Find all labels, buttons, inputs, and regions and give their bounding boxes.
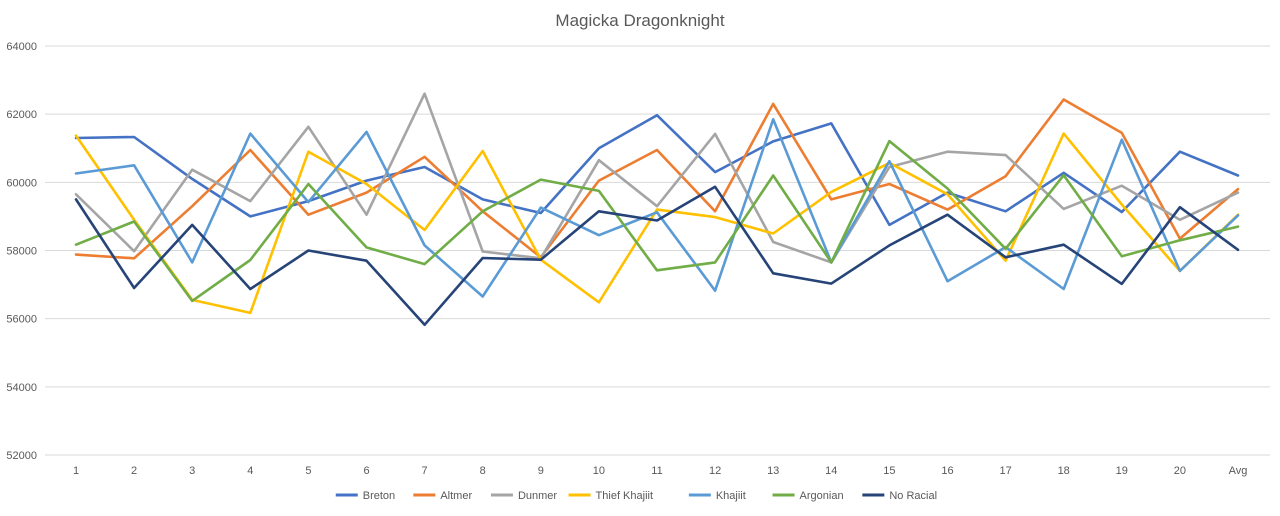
x-tick-label: 9 xyxy=(538,465,544,477)
x-tick-label: 3 xyxy=(189,465,195,477)
y-axis-ticks: 52000 54000 56000 58000 60000 62000 64000 xyxy=(6,41,37,462)
series-line-no-racial xyxy=(74,185,1240,327)
legend-label: Dunmer xyxy=(518,490,557,502)
x-tick-label: 10 xyxy=(593,465,605,477)
legend-label: No Racial xyxy=(889,490,937,502)
y-tick-label: 56000 xyxy=(6,314,37,326)
series-lines xyxy=(74,92,1240,327)
series-line-altmer xyxy=(74,98,1240,260)
series-line-argonian xyxy=(74,139,1240,303)
x-tick-label: 8 xyxy=(480,465,486,477)
legend-item-altmer: Altmer xyxy=(413,490,472,502)
x-tick-label: 17 xyxy=(999,465,1011,477)
x-tick-label: 14 xyxy=(825,465,837,477)
legend: Breton Altmer Dunmer Thief Khajiit Khajiit Ar… xyxy=(335,490,937,502)
chart-title: Magicka Dragonknight xyxy=(555,11,724,30)
x-tick-label: 2 xyxy=(131,465,137,477)
x-tick-label: 18 xyxy=(1058,465,1070,477)
legend-item-argonian: Argonian xyxy=(772,490,844,502)
series-line-khajiit xyxy=(74,118,1240,298)
y-tick-label: 54000 xyxy=(6,382,37,394)
series-line-thief-khajiit xyxy=(74,132,1240,315)
x-tick-label: 5 xyxy=(305,465,311,477)
x-tick-label: 13 xyxy=(767,465,779,477)
y-tick-label: 60000 xyxy=(6,177,37,189)
x-tick-label: 16 xyxy=(941,465,953,477)
x-tick-label: 19 xyxy=(1116,465,1128,477)
legend-item-khajiit: Khajiit xyxy=(688,490,746,502)
series-line-breton xyxy=(74,113,1240,227)
x-tick-label: Avg xyxy=(1229,465,1248,477)
y-tick-label: 62000 xyxy=(6,109,37,121)
x-tick-label: 6 xyxy=(363,465,369,477)
x-tick-label: 11 xyxy=(651,465,662,477)
x-tick-label: 1 xyxy=(73,465,79,477)
legend-label: Khajiit xyxy=(716,490,746,502)
legend-item-no-racial: No Racial xyxy=(862,490,937,502)
series-line-dunmer xyxy=(74,92,1240,264)
legend-label: Argonian xyxy=(800,490,844,502)
x-tick-label: 4 xyxy=(247,465,253,477)
x-tick-label: 15 xyxy=(883,465,895,477)
gridlines xyxy=(45,45,1270,456)
legend-item-breton: Breton xyxy=(335,490,395,502)
legend-label: Breton xyxy=(363,490,395,502)
y-tick-label: 52000 xyxy=(6,450,37,462)
y-tick-label: 64000 xyxy=(6,41,37,53)
legend-label: Thief Khajiit xyxy=(596,490,653,502)
legend-item-thief-khajiit: Thief Khajiit xyxy=(568,490,653,502)
legend-item-dunmer: Dunmer xyxy=(490,490,557,502)
x-tick-label: 20 xyxy=(1174,465,1186,477)
x-axis-ticks: 1 2 3 4 5 6 7 8 9 10 11 12 13 14 15 16 17 18 19 20 Avg xyxy=(73,465,1247,477)
y-tick-label: 58000 xyxy=(6,246,37,258)
x-tick-label: 12 xyxy=(709,465,721,477)
x-tick-label: 7 xyxy=(422,465,428,477)
legend-label: Altmer xyxy=(440,490,472,502)
